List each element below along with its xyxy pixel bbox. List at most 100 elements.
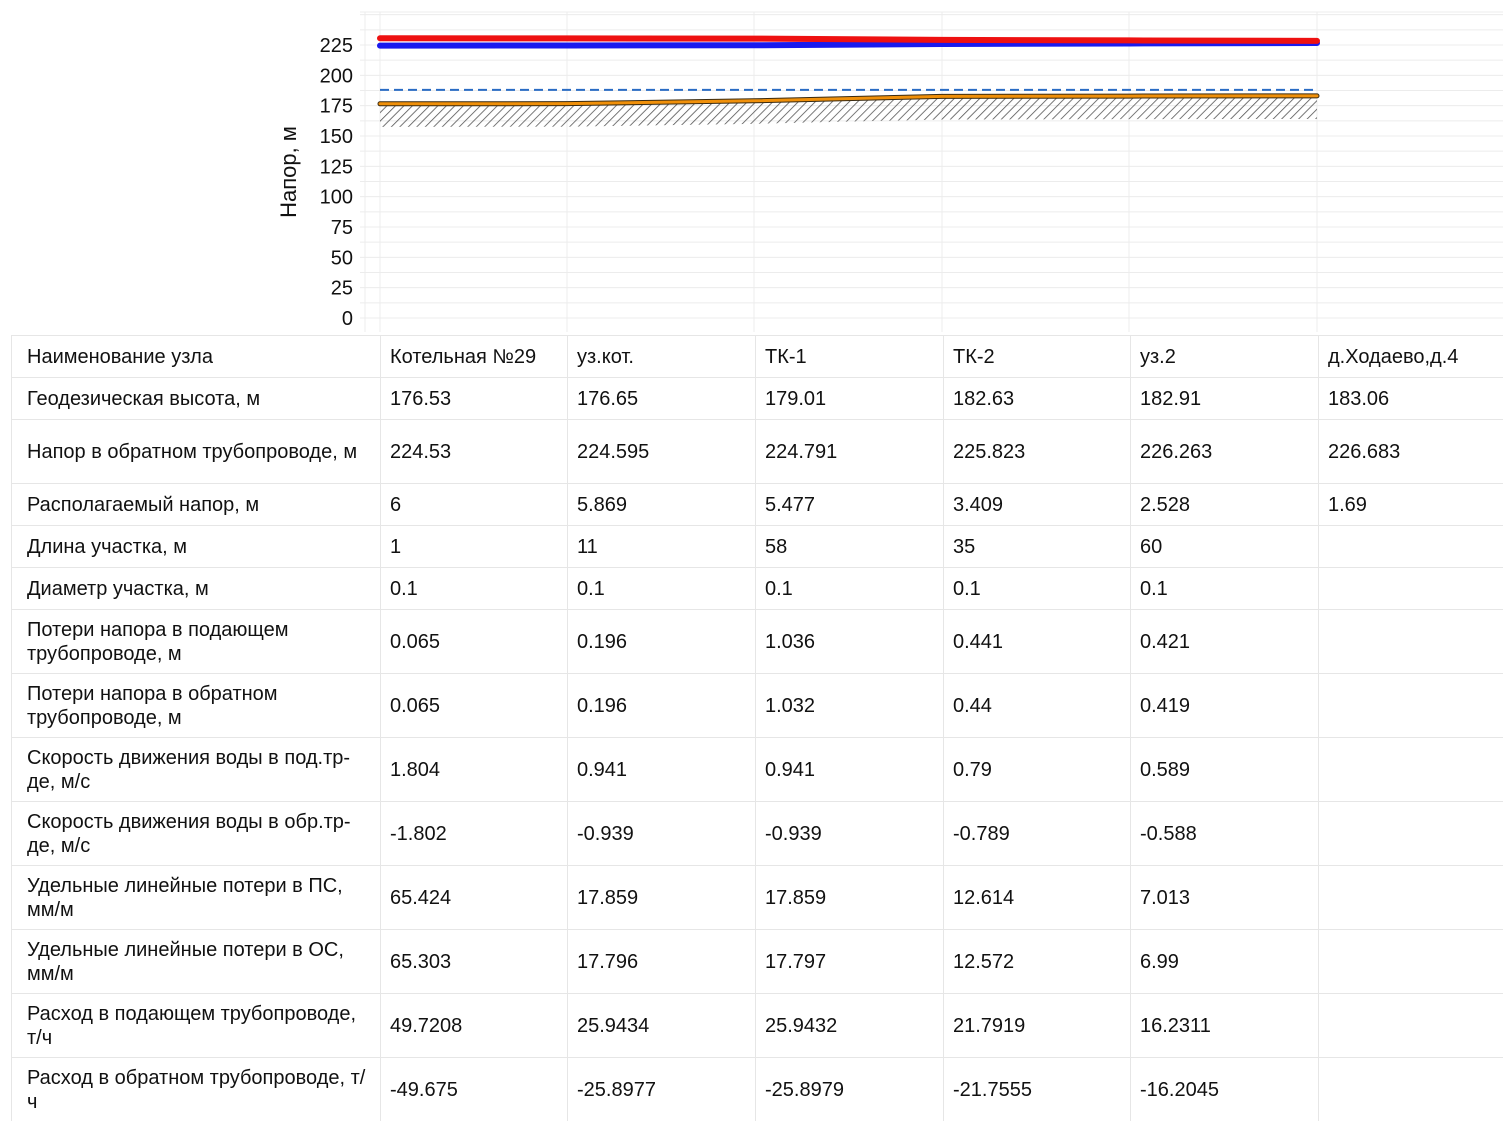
table-cell: 0.196 <box>567 609 756 674</box>
table-row: Напор в обратном трубопроводе, м 224.53 22… <box>11 419 1503 484</box>
table-cell: -25.8977 <box>567 1057 756 1121</box>
table-cell: 1 <box>380 525 568 568</box>
series-line-supply <box>377 35 1320 44</box>
table-cell <box>1318 673 1503 738</box>
table-row: Расход в подающем трубопроводе, т/ч 49.72… <box>11 993 1503 1058</box>
table-cell: 65.424 <box>380 865 568 930</box>
table-cell: 176.65 <box>567 377 756 420</box>
y-tick-label: 175 <box>320 96 353 118</box>
table-cell: 1.036 <box>755 609 944 674</box>
table-row: Располагаемый напор, м 6 5.869 5.477 3.409 2.… <box>11 483 1503 526</box>
table-cell: 0.941 <box>567 737 756 802</box>
table-row: Геодезическая высота, м 176.53 176.65 179.0… <box>11 377 1503 420</box>
header-node-2: уз.кот. <box>567 335 756 378</box>
row-label: Потери напора в обратном трубопроводе, м <box>11 673 381 738</box>
table-cell: 17.796 <box>567 929 756 994</box>
row-label: Расход в подающем трубопроводе, т/ч <box>11 993 381 1058</box>
table-cell: 25.9434 <box>567 993 756 1058</box>
table-cell: 0.419 <box>1130 673 1319 738</box>
table-row: Потери напора в подающем трубопроводе, м… <box>11 609 1503 674</box>
table-cell: 225.823 <box>943 419 1131 484</box>
table-cell: 176.53 <box>380 377 568 420</box>
table-cell <box>1318 801 1503 866</box>
table-cell: -1.802 <box>380 801 568 866</box>
piezometric-chart: 225 200 175 150 125 100 75 50 25 0 Напор, м <box>276 11 1503 332</box>
table-row: Удельные линейные потери в ПС, мм/м 65.42… <box>11 865 1503 930</box>
row-label: Располагаемый напор, м <box>11 483 381 526</box>
table-cell: 25.9432 <box>755 993 944 1058</box>
table-cell: 182.91 <box>1130 377 1319 420</box>
table-row: Удельные линейные потери в ОС, мм/м 65.30… <box>11 929 1503 994</box>
table-cell <box>1318 993 1503 1058</box>
table-cell: 5.477 <box>755 483 944 526</box>
table-cell <box>1318 609 1503 674</box>
table-cell: 0.065 <box>380 673 568 738</box>
table-cell <box>1318 1057 1503 1121</box>
table-row: Расход в обратном трубопроводе, т/ч -49.6… <box>11 1057 1503 1121</box>
table-cell: -0.939 <box>567 801 756 866</box>
table-cell: 1.804 <box>380 737 568 802</box>
table-cell: -0.939 <box>755 801 944 866</box>
table-cell: 21.7919 <box>943 993 1131 1058</box>
table-cell: 60 <box>1130 525 1319 568</box>
table-cell: 0.1 <box>755 567 944 610</box>
table-cell: 12.614 <box>943 865 1131 930</box>
row-label: Удельные линейные потери в ОС, мм/м <box>11 929 381 994</box>
table-cell: -21.7555 <box>943 1057 1131 1121</box>
table-cell: 0.44 <box>943 673 1131 738</box>
table-cell: 224.53 <box>380 419 568 484</box>
table-cell: -0.588 <box>1130 801 1319 866</box>
table-row: Скорость движения воды в под.тр-де, м/с 1… <box>11 737 1503 802</box>
y-tick-label: 0 <box>342 308 353 330</box>
table-cell: 0.1 <box>943 567 1131 610</box>
chart-series <box>377 35 1320 107</box>
table-cell <box>1318 865 1503 930</box>
table-cell: -49.675 <box>380 1057 568 1121</box>
table-cell: 6.99 <box>1130 929 1319 994</box>
table-cell: 226.263 <box>1130 419 1319 484</box>
header-node-name: Наименование узла <box>11 335 381 378</box>
row-label: Скорость движения воды в обр.тр-де, м/с <box>11 801 381 866</box>
series-line-geodetic <box>378 94 1319 106</box>
table-cell <box>1318 737 1503 802</box>
table-cell: -0.789 <box>943 801 1131 866</box>
table-cell: 6 <box>380 483 568 526</box>
row-label: Длина участка, м <box>11 525 381 568</box>
table-cell: 5.869 <box>567 483 756 526</box>
node-parameters-table: Наименование узла Котельная №29 уз.кот. ТК-… <box>11 335 1503 1121</box>
table-cell: 224.791 <box>755 419 944 484</box>
table-cell: 0.196 <box>567 673 756 738</box>
table-cell: 65.303 <box>380 929 568 994</box>
row-label: Напор в обратном трубопроводе, м <box>11 419 381 484</box>
table-cell: 0.1 <box>380 567 568 610</box>
row-label: Диаметр участка, м <box>11 567 381 610</box>
table-cell: -25.8979 <box>755 1057 944 1121</box>
table-cell: 179.01 <box>755 377 944 420</box>
table-cell: 226.683 <box>1318 419 1503 484</box>
y-tick-label: 150 <box>320 126 353 148</box>
table-cell: 17.797 <box>755 929 944 994</box>
table-cell: 11 <box>567 525 756 568</box>
table-cell: 0.79 <box>943 737 1131 802</box>
row-label: Геодезическая высота, м <box>11 377 381 420</box>
header-node-4: ТК-2 <box>943 335 1131 378</box>
y-tick-label: 75 <box>331 217 353 239</box>
y-tick-label: 50 <box>331 247 353 269</box>
table-row: Длина участка, м 1 11 58 35 60 <box>11 525 1503 568</box>
header-node-5: уз.2 <box>1130 335 1319 378</box>
table-cell: 7.013 <box>1130 865 1319 930</box>
table-cell: 35 <box>943 525 1131 568</box>
table-cell: 2.528 <box>1130 483 1319 526</box>
y-tick-label: 100 <box>320 187 353 209</box>
table-cell: 182.63 <box>943 377 1131 420</box>
row-label: Скорость движения воды в под.тр-де, м/с <box>11 737 381 802</box>
y-axis-label: Напор, м <box>276 126 301 218</box>
y-tick-label: 125 <box>320 156 353 178</box>
table-cell: 0.941 <box>755 737 944 802</box>
table-cell: 49.7208 <box>380 993 568 1058</box>
table-header-row: Наименование узла Котельная №29 уз.кот. ТК-… <box>11 335 1503 378</box>
table-row: Скорость движения воды в обр.тр-де, м/с -… <box>11 801 1503 866</box>
table-cell: 0.065 <box>380 609 568 674</box>
table-cell: 17.859 <box>567 865 756 930</box>
table-cell: 224.595 <box>567 419 756 484</box>
